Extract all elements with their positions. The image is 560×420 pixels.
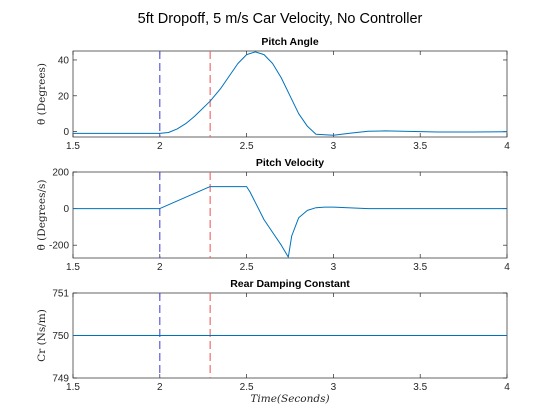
y-tick-label: 751 (52, 289, 69, 300)
subplot-3: Rear Damping Constant 1.5 2 2.5 3 3.5 4 749 750 7… (36, 278, 510, 405)
y-tick-label: 0 (63, 204, 69, 215)
x-tick-label: 2.5 (240, 262, 254, 273)
y-tick-label: 40 (58, 55, 70, 66)
y-tick-label: 0 (63, 127, 69, 138)
subplot-title: Rear Damping Constant (230, 278, 350, 290)
y-tick-label: -200 (49, 241, 69, 252)
y-axis-label: θ (Degrees) (36, 63, 48, 125)
x-tick-label: 3.5 (413, 141, 427, 152)
series-line (73, 51, 508, 136)
x-tick-label: 3 (331, 382, 337, 393)
axes-box (72, 171, 508, 259)
x-tick-label: 3 (331, 262, 337, 273)
x-tick-label: 3.5 (413, 262, 427, 273)
x-tick-label: 4 (504, 382, 510, 393)
axes-box (72, 50, 508, 138)
x-tick-label: 2 (157, 262, 163, 273)
y-tick-label: 20 (58, 91, 70, 102)
series-line (73, 186, 507, 258)
y-tick-label: 200 (52, 168, 69, 179)
x-tick-label: 1.5 (66, 382, 80, 393)
x-tick-label: 4 (504, 141, 510, 152)
subplot-title: Pitch Velocity (256, 157, 324, 169)
figure-title: 5ft Dropoff, 5 m/s Car Velocity, No Cont… (138, 11, 423, 27)
x-tick-label: 2 (157, 141, 163, 152)
x-axis-label: Time(Seconds) (250, 393, 329, 405)
x-tick-label: 2 (157, 382, 163, 393)
x-tick-label: 1.5 (66, 141, 80, 152)
subplot-title: Pitch Angle (261, 36, 319, 48)
y-axis-label: θ̇ (Degrees/s) (35, 180, 48, 251)
y-axis-label: Cr (Ns/m) (36, 309, 48, 362)
x-tick-label: 3.5 (413, 382, 427, 393)
x-tick-label: 2.5 (240, 382, 254, 393)
y-tick-label: 749 (52, 374, 69, 385)
x-tick-label: 4 (504, 262, 510, 273)
x-tick-label: 3 (331, 141, 337, 152)
y-tick-label: 750 (52, 331, 69, 342)
x-tick-label: 2.5 (240, 141, 254, 152)
x-tick-label: 1.5 (66, 262, 80, 273)
subplot-2: Pitch Velocity 1.5 2 2.5 3 3.5 4 -200 0 200 θ̇ (De… (35, 157, 510, 273)
